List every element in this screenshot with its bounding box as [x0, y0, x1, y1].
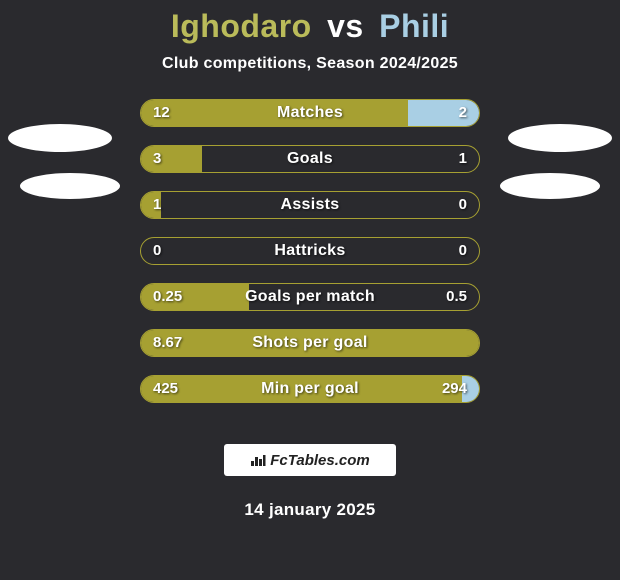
stat-row: Goals3 1	[0, 145, 620, 191]
stat-bar: Shots per goal8.67	[140, 329, 480, 357]
stat-bar: Min per goal425 294	[140, 375, 480, 403]
stat-value-right: 0.5	[446, 284, 467, 310]
stat-value-left: 8.67	[153, 330, 182, 356]
stat-value-left: 3	[153, 146, 161, 172]
stat-bar: Matches12 2	[140, 99, 480, 127]
watermark: FcTables.com	[224, 444, 396, 476]
stats-chart: Matches122Goals31Assists10Hattricks00Goa…	[0, 99, 620, 421]
stat-value-left: 12	[153, 100, 170, 126]
stat-row: Matches12 2	[0, 99, 620, 145]
stat-value-right: 294	[442, 376, 467, 402]
stat-label: Shots per goal	[141, 330, 479, 356]
stat-label: Assists	[141, 192, 479, 218]
stat-bar: Goals3 1	[140, 145, 480, 173]
stat-value-right: 0	[459, 238, 467, 264]
stat-value-left: 0	[153, 238, 161, 264]
stat-value-left: 425	[153, 376, 178, 402]
vs-text: vs	[327, 8, 364, 44]
stat-bar: Goals per match0.25 0.5	[140, 283, 480, 311]
stat-row: Goals per match0.25 0.5	[0, 283, 620, 329]
stat-bar: Assists1 0	[140, 191, 480, 219]
stat-value-right: 1	[459, 146, 467, 172]
stat-label: Goals	[141, 146, 479, 172]
player1-name: Ighodaro	[171, 8, 312, 44]
stat-row: Min per goal425 294	[0, 375, 620, 421]
stat-row: Hattricks0 0	[0, 237, 620, 283]
stat-value-right: 0	[459, 192, 467, 218]
stat-label: Hattricks	[141, 238, 479, 264]
watermark-text: FcTables.com	[270, 452, 369, 469]
stat-bar: Hattricks0 0	[140, 237, 480, 265]
subtitle: Club competitions, Season 2024/2025	[0, 55, 620, 73]
stat-label: Goals per match	[141, 284, 479, 310]
page-title: Ighodaro vs Phili	[0, 8, 620, 45]
stat-value-right: 2	[459, 100, 467, 126]
stat-value-left: 0.25	[153, 284, 182, 310]
stat-value-left: 1	[153, 192, 161, 218]
chart-icon	[250, 453, 266, 467]
footer-date: 14 january 2025	[0, 500, 620, 520]
stat-row: Shots per goal8.67	[0, 329, 620, 375]
stat-row: Assists1 0	[0, 191, 620, 237]
stat-label: Min per goal	[141, 376, 479, 402]
stat-label: Matches	[141, 100, 479, 126]
player2-name: Phili	[379, 8, 449, 44]
